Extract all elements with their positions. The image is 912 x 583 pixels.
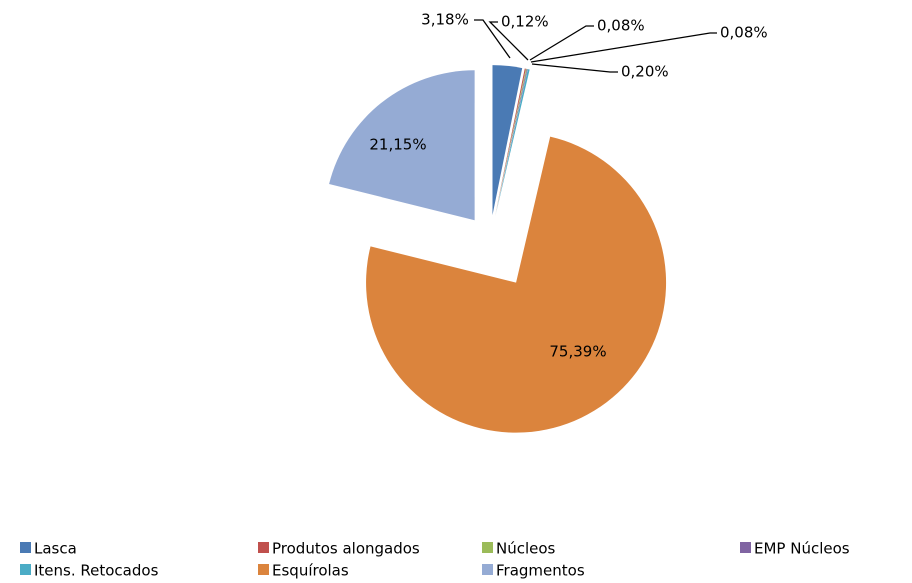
pie-slice — [495, 69, 530, 216]
leader-line — [474, 19, 511, 59]
legend-label: Esquírolas — [272, 562, 349, 580]
legend-swatch — [20, 542, 31, 553]
legend-swatch — [740, 542, 751, 553]
leader-line — [530, 32, 717, 63]
legend-swatch — [258, 564, 269, 575]
data-label: 0,20% — [621, 63, 669, 81]
legend-swatch — [20, 564, 31, 575]
data-label: 21,15% — [369, 136, 426, 154]
data-label: 0,08% — [597, 17, 645, 35]
data-label: 75,39% — [549, 343, 606, 361]
legend-label: EMP Núcleos — [754, 540, 850, 558]
pie-slice — [492, 65, 523, 216]
legend-swatch — [482, 542, 493, 553]
legend-label: Lasca — [34, 540, 77, 558]
pie-slice — [495, 68, 526, 216]
pie-slice — [495, 68, 527, 216]
leader-line — [488, 21, 529, 61]
legend-swatch — [482, 564, 493, 575]
legend-swatch — [258, 542, 269, 553]
legend-label: Núcleos — [496, 540, 556, 558]
leader-line — [529, 25, 594, 61]
data-label: 0,08% — [720, 24, 768, 42]
legend-label: Fragmentos — [496, 562, 585, 580]
data-label: 3,18% — [421, 11, 469, 29]
pie-slice — [366, 136, 667, 433]
legend-label: Itens. Retocados — [34, 562, 159, 580]
pie-slice — [495, 68, 528, 216]
leader-line — [531, 63, 618, 73]
pie-slice — [329, 70, 475, 221]
legend-label: Produtos alongados — [272, 540, 420, 558]
data-label: 0,12% — [501, 13, 549, 31]
